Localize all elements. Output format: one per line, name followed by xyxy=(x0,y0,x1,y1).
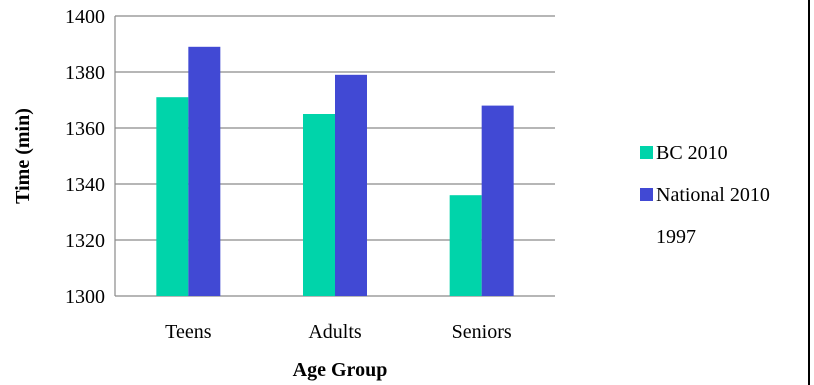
x-tick-label: Seniors xyxy=(452,321,512,343)
bars xyxy=(156,46,514,296)
y-tick-label: 1400 xyxy=(65,6,105,28)
x-tick-label: Teens xyxy=(165,321,212,343)
y-axis-title: Time (min) xyxy=(12,108,34,204)
y-tick-label: 1320 xyxy=(65,230,105,252)
bar-bc-2010-seniors xyxy=(449,195,482,296)
frame-border xyxy=(808,0,810,385)
legend-extra-text: 1997 xyxy=(656,226,696,248)
legend: BC 2010 National 2010 1997 xyxy=(640,142,770,248)
bar-national-2010-teens xyxy=(188,46,221,296)
y-tick-label: 1300 xyxy=(65,286,105,308)
bar-national-2010-seniors xyxy=(481,105,514,296)
legend-swatch xyxy=(640,188,653,201)
y-tick-labels: 1300 1320 1340 1360 1380 1400 xyxy=(65,6,105,308)
legend-label: BC 2010 xyxy=(656,142,728,164)
bar-national-2010-adults xyxy=(335,74,367,296)
y-tick-label: 1340 xyxy=(65,174,105,196)
legend-swatch xyxy=(640,146,653,159)
legend-label: National 2010 xyxy=(656,184,770,206)
y-tick-label: 1360 xyxy=(65,118,105,140)
y-tick-label: 1380 xyxy=(65,62,105,84)
bar-bc-2010-adults xyxy=(303,114,335,296)
x-axis-title: Age Group xyxy=(293,359,388,381)
x-tick-labels: Teens Adults Seniors xyxy=(165,321,512,343)
x-tick-label: Adults xyxy=(308,321,362,343)
bar-bc-2010-teens xyxy=(156,97,189,296)
